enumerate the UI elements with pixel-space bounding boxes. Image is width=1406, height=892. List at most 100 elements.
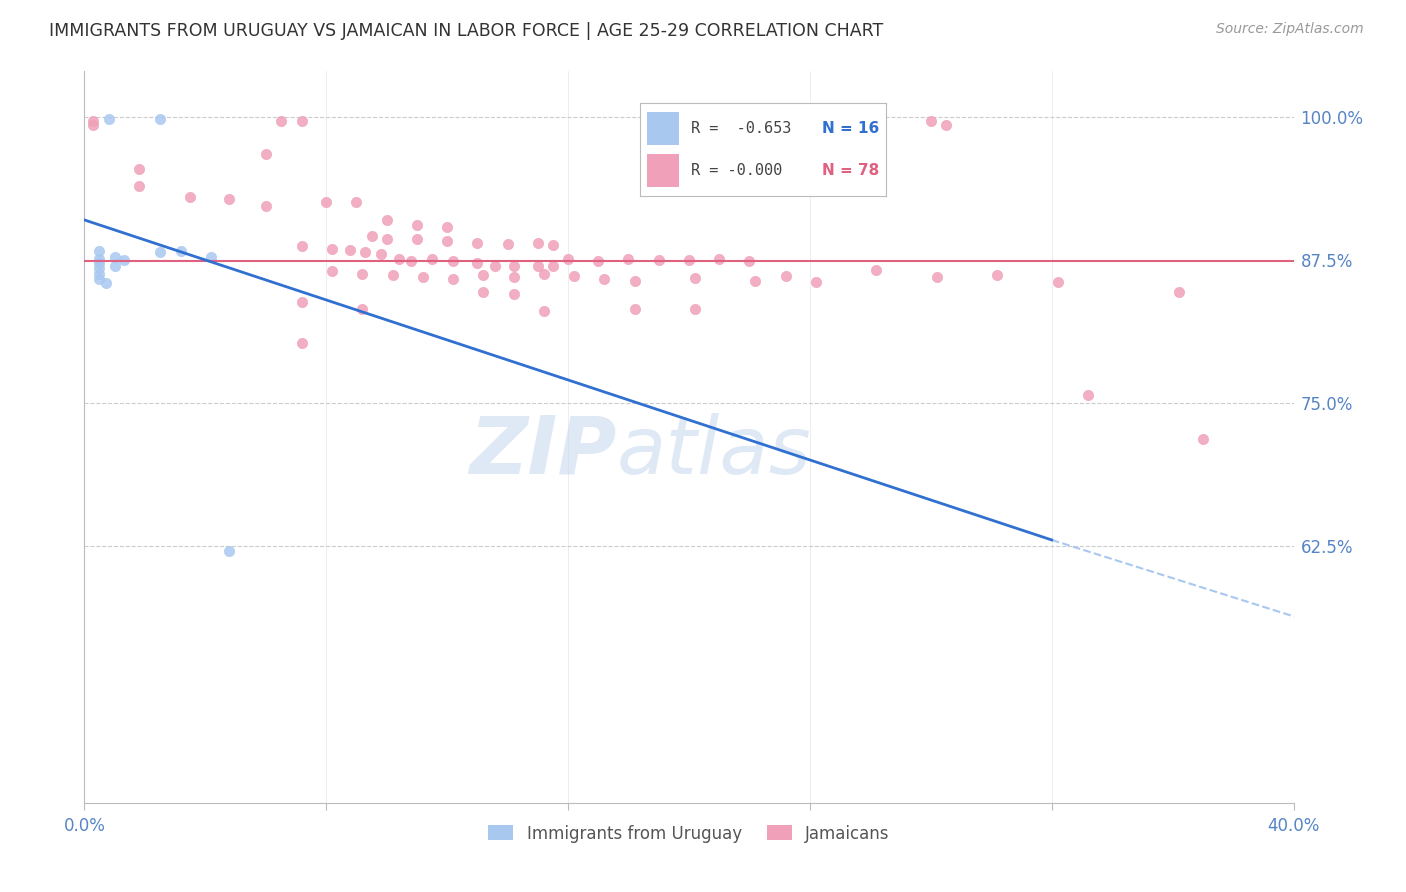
Point [935, 118, 957, 132]
Point [89, 267, 111, 281]
Point [218, 544, 240, 558]
Point [315, 194, 337, 209]
Point [541, 238, 564, 252]
Point [557, 252, 579, 266]
Point [82, 118, 104, 132]
Point [321, 242, 343, 256]
Point [388, 252, 411, 266]
Bar [647, 154, 679, 187]
Point [623, 273, 645, 287]
Point [467, 235, 489, 250]
Point [1046, 275, 1069, 289]
Point [291, 113, 314, 128]
Point [683, 271, 706, 285]
Point [89, 244, 111, 258]
Point [170, 244, 193, 258]
Point [406, 218, 429, 232]
Point [925, 270, 948, 285]
Point [321, 264, 343, 278]
Point [502, 287, 524, 301]
Point [399, 254, 422, 268]
Point [375, 232, 398, 246]
Point [804, 275, 827, 289]
Point [291, 239, 314, 253]
Text: N = 78: N = 78 [821, 162, 879, 178]
Point [1192, 433, 1215, 447]
Point [218, 193, 240, 207]
Point [678, 252, 700, 267]
Point [254, 199, 277, 213]
Point [346, 194, 368, 209]
Text: N = 16: N = 16 [821, 121, 879, 136]
Point [472, 285, 495, 299]
Point [775, 268, 797, 283]
Point [588, 254, 610, 268]
Point [104, 250, 127, 264]
Bar [647, 112, 679, 145]
Text: IMMIGRANTS FROM URUGUAY VS JAMAICAN IN LABOR FORCE | AGE 25-29 CORRELATION CHART: IMMIGRANTS FROM URUGUAY VS JAMAICAN IN L… [49, 22, 883, 40]
Point [179, 190, 201, 204]
Point [541, 259, 564, 273]
Point [375, 213, 398, 227]
Point [104, 259, 127, 273]
Point [986, 268, 1008, 282]
Point [865, 263, 887, 277]
Point [406, 232, 429, 246]
Point [89, 260, 111, 275]
Point [502, 259, 524, 273]
Point [381, 268, 404, 282]
Point [291, 295, 314, 310]
Point [496, 236, 519, 251]
Point [744, 273, 766, 287]
Point [89, 252, 111, 266]
Point [254, 146, 277, 161]
Point [648, 252, 671, 267]
Point [441, 272, 464, 286]
Point [82, 113, 104, 128]
Point [339, 243, 361, 257]
Point [149, 244, 172, 259]
Point [412, 270, 434, 285]
Point [472, 268, 495, 282]
Point [436, 219, 458, 234]
Text: Source: ZipAtlas.com: Source: ZipAtlas.com [1216, 22, 1364, 37]
Point [436, 234, 458, 248]
Point [527, 235, 550, 250]
Point [112, 252, 135, 267]
Point [533, 267, 555, 281]
Point [709, 252, 731, 266]
Point [484, 259, 506, 273]
Point [467, 256, 489, 270]
Point [128, 178, 150, 193]
Text: R = -0.000: R = -0.000 [692, 162, 783, 178]
Point [94, 276, 117, 290]
Point [149, 112, 172, 127]
Point [270, 113, 292, 128]
Point [370, 247, 392, 261]
Point [683, 302, 706, 317]
Point [562, 268, 585, 283]
Text: atlas: atlas [616, 413, 811, 491]
Point [1167, 285, 1189, 299]
Point [354, 244, 377, 259]
Text: R =  -0.653: R = -0.653 [692, 121, 792, 136]
Point [420, 252, 443, 266]
Point [1077, 388, 1099, 402]
Legend: Immigrants from Uruguay, Jamaicans: Immigrants from Uruguay, Jamaicans [482, 818, 896, 849]
Point [352, 267, 374, 281]
Point [97, 112, 120, 127]
Point [533, 304, 555, 318]
Point [89, 256, 111, 270]
Point [527, 259, 550, 273]
Point [920, 113, 942, 128]
Point [128, 161, 150, 176]
Point [89, 272, 111, 286]
Point [360, 228, 382, 243]
Point [623, 302, 645, 317]
Point [200, 250, 222, 264]
Point [617, 252, 640, 266]
Point [441, 254, 464, 268]
Point [352, 302, 374, 317]
Point [593, 272, 616, 286]
Point [738, 254, 761, 268]
